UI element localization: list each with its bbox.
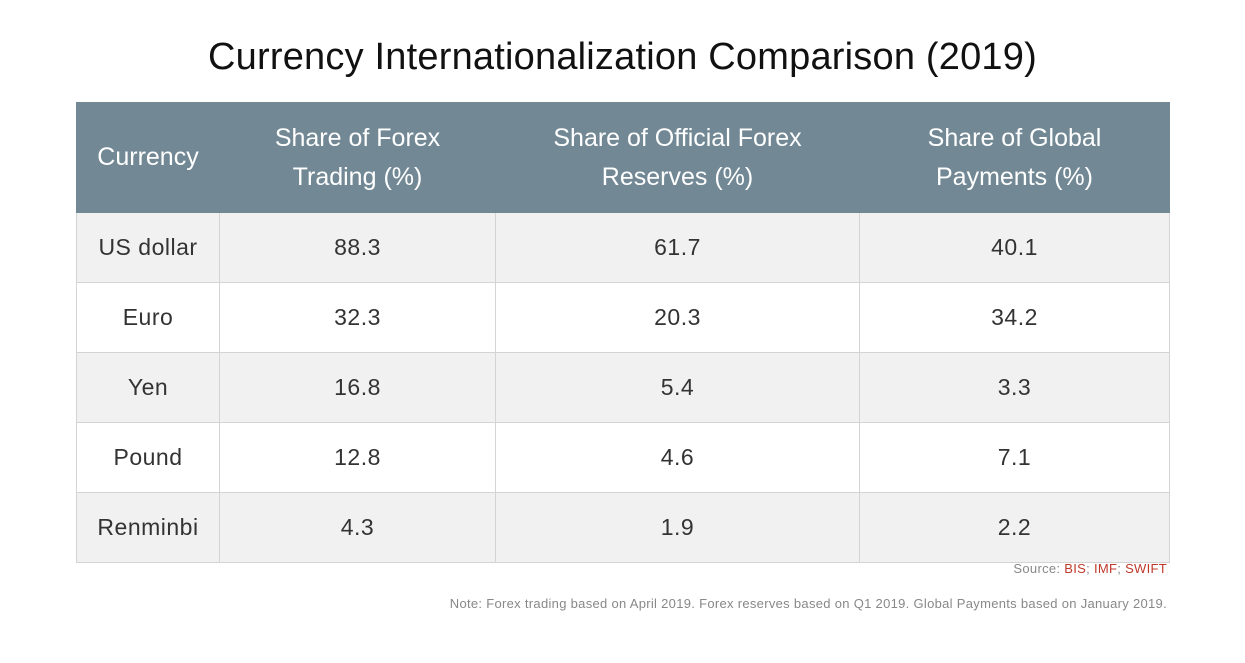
column-header-forex-trading: Share of Forex Trading (%) [219, 102, 496, 213]
cell-global-payments: 2.2 [859, 492, 1170, 563]
cell-currency: Euro [76, 282, 220, 353]
table-row: Euro 32.3 20.3 34.2 [76, 282, 1170, 353]
cell-forex-trading: 16.8 [219, 352, 496, 423]
cell-currency: Renminbi [76, 492, 220, 563]
column-header-currency: Currency [76, 102, 220, 213]
table-row: Renminbi 4.3 1.9 2.2 [76, 492, 1170, 563]
cell-forex-reserves: 20.3 [495, 282, 860, 353]
cell-forex-reserves: 1.9 [495, 492, 860, 563]
column-header-forex-reserves: Share of Official Forex Reserves (%) [495, 102, 860, 213]
cell-forex-trading: 12.8 [219, 422, 496, 493]
footnote: Note: Forex trading based on April 2019.… [449, 596, 1167, 611]
table-row: US dollar 88.3 61.7 40.1 [76, 212, 1170, 283]
cell-currency: Yen [76, 352, 220, 423]
source-link-imf[interactable]: IMF [1093, 561, 1118, 576]
source-link-swift[interactable]: SWIFT [1125, 561, 1167, 576]
cell-forex-reserves: 5.4 [495, 352, 860, 423]
source-label: Source: [1013, 561, 1061, 576]
table-row: Pound 12.8 4.6 7.1 [76, 422, 1170, 493]
source-line: Source: BIS; IMF; SWIFT [1013, 561, 1167, 576]
chart-title: Currency Internationalization Comparison… [208, 36, 1037, 78]
table-row: Yen 16.8 5.4 3.3 [76, 352, 1170, 423]
cell-global-payments: 7.1 [859, 422, 1170, 493]
currency-table: Currency Share of Forex Trading (%) Shar… [76, 102, 1170, 563]
cell-global-payments: 3.3 [859, 352, 1170, 423]
cell-forex-trading: 88.3 [219, 212, 496, 283]
cell-currency: US dollar [76, 212, 220, 283]
cell-global-payments: 34.2 [859, 282, 1170, 353]
cell-forex-reserves: 61.7 [495, 212, 860, 283]
source-link-bis[interactable]: BIS [1064, 561, 1087, 576]
column-header-global-payments: Share of Global Payments (%) [859, 102, 1170, 213]
cell-currency: Pound [76, 422, 220, 493]
cell-forex-trading: 4.3 [219, 492, 496, 563]
cell-global-payments: 40.1 [859, 212, 1170, 283]
cell-forex-reserves: 4.6 [495, 422, 860, 493]
table-header-row: Currency Share of Forex Trading (%) Shar… [76, 102, 1170, 213]
cell-forex-trading: 32.3 [219, 282, 496, 353]
